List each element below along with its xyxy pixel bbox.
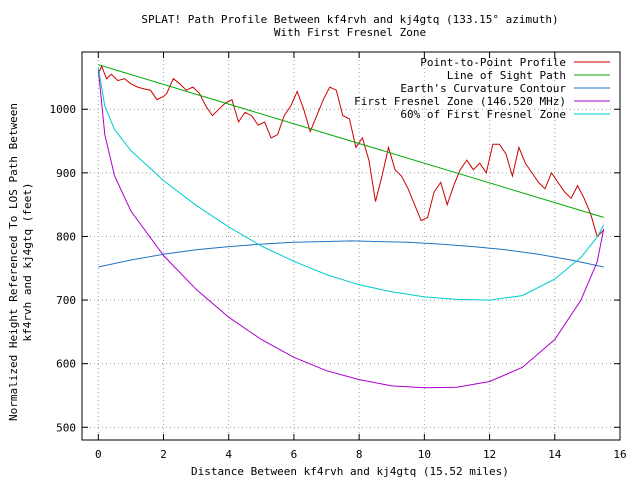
series-60-of-first-fresnel-zone [97, 67, 605, 301]
x-tick-label: 8 [356, 448, 363, 461]
chart-title: SPLAT! Path Profile Between kf4rvh and k… [141, 13, 558, 26]
y-tick-label: 600 [56, 358, 76, 371]
x-axis-label: Distance Between kf4rvh and kj4gtq (15.5… [191, 465, 509, 478]
x-tick-label: 16 [613, 448, 626, 461]
y-tick-label: 700 [56, 294, 76, 307]
tick-layer: 0 2 4 6 8 10 12 14 16 500 600 700 800 900 1000 [50, 52, 627, 461]
legend-label: 60% of First Fresnel Zone [400, 108, 566, 121]
chart-subtitle: With First Fresnel Zone [274, 26, 426, 39]
y-tick-label: 800 [56, 230, 76, 243]
x-tick-label: 4 [225, 448, 232, 461]
y-axis-label-line2: kf4rvh and kj4gtq (feet) [21, 183, 34, 342]
series-earth-s-curvature-contour [98, 240, 604, 268]
grid-layer [82, 52, 621, 440]
y-tick-label: 900 [56, 167, 76, 180]
x-tick-label: 2 [160, 448, 167, 461]
y-tick-label: 1000 [50, 103, 77, 116]
series-first-fresnel-zone-146-520-mhz [97, 69, 605, 389]
legend-label: First Fresnel Zone (146.520 MHz) [354, 95, 566, 108]
series-layer [97, 64, 605, 389]
x-tick-label: 14 [548, 448, 562, 461]
legend-label: Earth's Curvature Contour [400, 82, 566, 95]
legend-label: Line of Sight Path [447, 69, 566, 82]
x-tick-label: 10 [418, 448, 431, 461]
x-tick-label: 6 [291, 448, 298, 461]
series-line-of-sight-path [98, 64, 604, 218]
legend-label: Point-to-Point Profile [420, 56, 566, 69]
plot-frame [81, 51, 621, 441]
y-axis-label-line1: Normalized Height Referenced To LOS Path… [7, 103, 20, 421]
series-point-to-point-profile [97, 64, 605, 238]
x-tick-label: 0 [95, 448, 102, 461]
y-tick-label: 500 [56, 421, 76, 434]
x-tick-label: 12 [483, 448, 496, 461]
